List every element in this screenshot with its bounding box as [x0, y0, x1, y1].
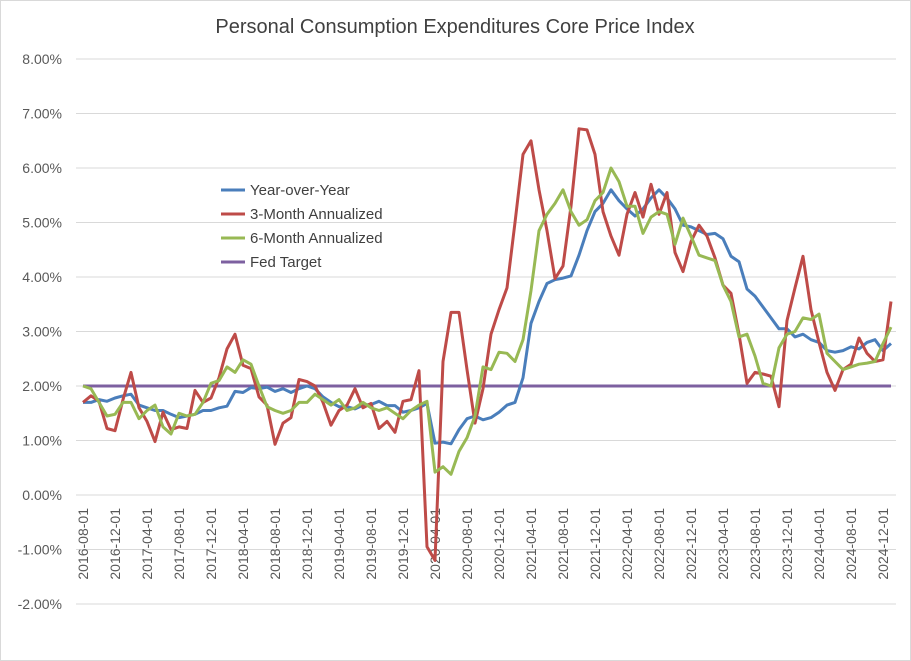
y-tick-label: 2.00% — [22, 378, 62, 394]
series-line-6-month-annualized — [82, 166, 893, 476]
series-line-year-over-year — [83, 188, 892, 446]
y-tick-label: 5.00% — [22, 215, 62, 231]
x-tick-label: 2022-04-01 — [619, 508, 635, 580]
x-tick-label: 2016-08-01 — [75, 508, 91, 580]
x-tick-label: 2021-08-01 — [555, 508, 571, 580]
x-tick-label: 2024-08-01 — [843, 508, 859, 580]
x-tick-label: 2024-04-01 — [811, 508, 827, 580]
x-tick-label: 2019-12-01 — [395, 508, 411, 580]
legend-label: 3-Month Annualized — [250, 206, 383, 223]
x-tick-label: 2021-12-01 — [587, 508, 603, 580]
x-tick-label: 2023-12-01 — [779, 508, 795, 580]
y-tick-label: 7.00% — [22, 106, 62, 122]
x-tick-label: 2017-04-01 — [139, 508, 155, 580]
series-lines — [82, 127, 893, 562]
legend-label: Fed Target — [250, 254, 322, 271]
x-tick-label: 2020-12-01 — [491, 508, 507, 580]
series-line-3-month-annualized — [82, 127, 893, 562]
chart-title: Personal Consumption Expenditures Core P… — [215, 16, 694, 38]
x-tick-label: 2022-08-01 — [651, 508, 667, 580]
x-tick-label: 2018-08-01 — [267, 508, 283, 580]
x-tick-label: 2023-08-01 — [747, 508, 763, 580]
x-tick-label: 2019-04-01 — [331, 508, 347, 580]
legend-label: Year-over-Year — [250, 182, 350, 199]
x-tick-label: 2021-04-01 — [523, 508, 539, 580]
y-tick-label: -1.00% — [18, 542, 62, 558]
x-tick-label: 2020-08-01 — [459, 508, 475, 580]
y-tick-label: 1.00% — [22, 433, 62, 449]
y-tick-label: 0.00% — [22, 487, 62, 503]
legend: Year-over-Year 3-Month Annualized 6-Month … — [221, 182, 383, 271]
y-axis-ticks: -2.00% -1.00% 0.00% 1.00% 2.00% 3.00% 4.00% 5.0… — [18, 51, 62, 612]
x-tick-label: 2017-08-01 — [171, 508, 187, 580]
x-tick-label: 2024-12-01 — [875, 508, 891, 580]
y-tick-label: 8.00% — [22, 51, 62, 67]
x-tick-label: 2022-12-01 — [683, 508, 699, 580]
y-tick-label: -2.00% — [18, 596, 62, 612]
x-tick-label: 2019-08-01 — [363, 508, 379, 580]
y-tick-label: 4.00% — [22, 269, 62, 285]
gridlines — [76, 58, 896, 605]
x-tick-label: 2018-12-01 — [299, 508, 315, 580]
y-tick-label: 6.00% — [22, 160, 62, 176]
x-tick-label: 2023-04-01 — [715, 508, 731, 580]
x-tick-label: 2016-12-01 — [107, 508, 123, 580]
x-tick-label: 2018-04-01 — [235, 508, 251, 580]
y-tick-label: 3.00% — [22, 324, 62, 340]
x-tick-label: 2017-12-01 — [203, 508, 219, 580]
x-axis-ticks: 2016-08-01 2016-12-01 2017-04-01 2017-08-01… — [75, 508, 891, 580]
legend-label: 6-Month Annualized — [250, 230, 383, 247]
